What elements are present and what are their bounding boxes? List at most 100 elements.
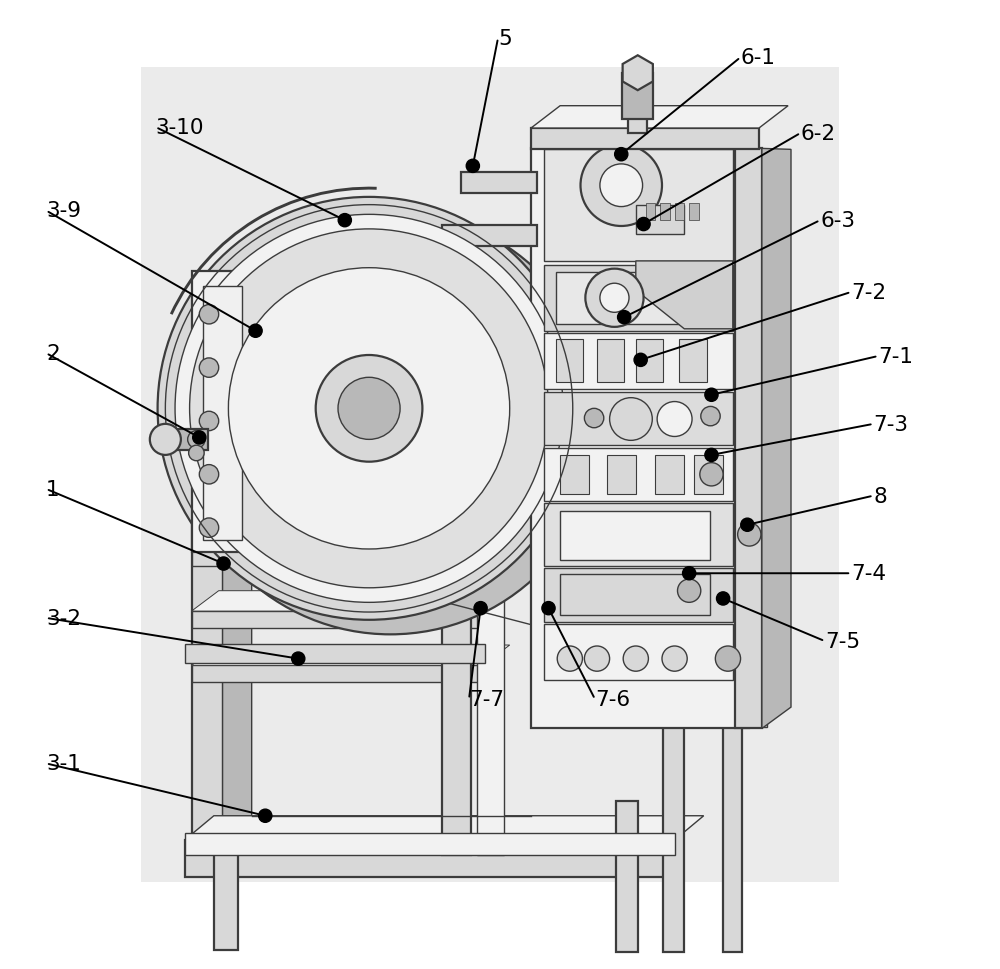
Text: 7-3: 7-3 (873, 415, 908, 434)
Circle shape (717, 592, 730, 606)
Bar (556, 272, 721, 325)
Bar (607, 455, 636, 494)
Text: 7-5: 7-5 (825, 632, 860, 651)
Circle shape (338, 378, 400, 440)
Circle shape (199, 412, 219, 431)
Bar (192, 550, 483, 567)
Bar (655, 455, 684, 494)
Circle shape (700, 463, 723, 486)
Bar (158, 429, 208, 451)
Bar (544, 449, 733, 502)
Polygon shape (223, 363, 252, 840)
Bar (544, 392, 733, 446)
Circle shape (585, 269, 644, 328)
Bar (192, 271, 255, 552)
Circle shape (292, 652, 305, 666)
Bar (663, 680, 684, 952)
Bar (442, 417, 537, 438)
Text: 7-6: 7-6 (595, 690, 630, 709)
Circle shape (738, 523, 761, 547)
Bar (442, 448, 471, 855)
Bar (646, 203, 655, 221)
Circle shape (610, 398, 652, 441)
Bar (192, 666, 483, 682)
Text: 2: 2 (46, 344, 60, 363)
Text: 1: 1 (46, 480, 60, 499)
Circle shape (634, 354, 647, 367)
Bar (694, 455, 723, 494)
Circle shape (705, 449, 718, 462)
Circle shape (316, 356, 422, 462)
Circle shape (249, 325, 262, 338)
Bar (544, 624, 733, 680)
Circle shape (466, 160, 479, 173)
Bar (558, 707, 767, 727)
Circle shape (715, 646, 741, 672)
Bar (442, 226, 537, 247)
Bar (141, 68, 839, 882)
Circle shape (581, 145, 662, 227)
Bar (192, 356, 223, 840)
Circle shape (615, 148, 628, 162)
Bar (185, 833, 675, 855)
Circle shape (188, 431, 205, 449)
Circle shape (259, 809, 272, 823)
Bar (675, 203, 684, 221)
Polygon shape (762, 149, 791, 729)
Polygon shape (623, 56, 653, 91)
Circle shape (623, 646, 648, 672)
Polygon shape (531, 107, 788, 129)
Bar (544, 333, 733, 390)
Bar (558, 680, 767, 698)
Bar (636, 339, 663, 383)
Bar (461, 172, 537, 194)
Circle shape (637, 218, 650, 232)
Polygon shape (192, 645, 510, 666)
Text: 7-4: 7-4 (851, 564, 886, 583)
Bar (195, 394, 223, 840)
Bar (560, 575, 710, 615)
Bar (636, 205, 684, 234)
Bar (544, 569, 733, 622)
Text: 6-2: 6-2 (801, 124, 836, 143)
Circle shape (683, 567, 696, 580)
Circle shape (338, 214, 351, 228)
Circle shape (600, 284, 629, 313)
Circle shape (657, 402, 692, 437)
Circle shape (199, 359, 219, 378)
Circle shape (189, 446, 204, 461)
Circle shape (542, 602, 555, 615)
Circle shape (179, 212, 602, 635)
Text: 6-1: 6-1 (741, 48, 776, 68)
Text: 8: 8 (873, 486, 887, 506)
Bar (735, 149, 762, 729)
Circle shape (474, 602, 487, 615)
Circle shape (618, 311, 631, 325)
Bar (185, 644, 485, 664)
Text: 7-7: 7-7 (469, 690, 504, 709)
Bar (556, 339, 583, 383)
Circle shape (158, 198, 581, 620)
Bar (531, 129, 759, 150)
Polygon shape (192, 530, 510, 550)
Polygon shape (185, 816, 704, 840)
Circle shape (741, 518, 754, 532)
Text: 5: 5 (498, 29, 512, 48)
Bar (660, 203, 670, 221)
Bar (622, 74, 653, 120)
Circle shape (175, 215, 563, 603)
Bar (185, 840, 675, 877)
Circle shape (584, 646, 610, 672)
Bar (544, 504, 733, 567)
Bar (616, 801, 638, 952)
Bar (679, 339, 707, 383)
Bar (477, 467, 504, 855)
Text: 3-10: 3-10 (156, 118, 204, 138)
Circle shape (228, 268, 510, 549)
Bar (531, 149, 749, 729)
Bar (723, 680, 742, 952)
Circle shape (701, 407, 720, 426)
Circle shape (190, 230, 548, 588)
Bar (544, 266, 733, 331)
Bar (560, 455, 589, 494)
